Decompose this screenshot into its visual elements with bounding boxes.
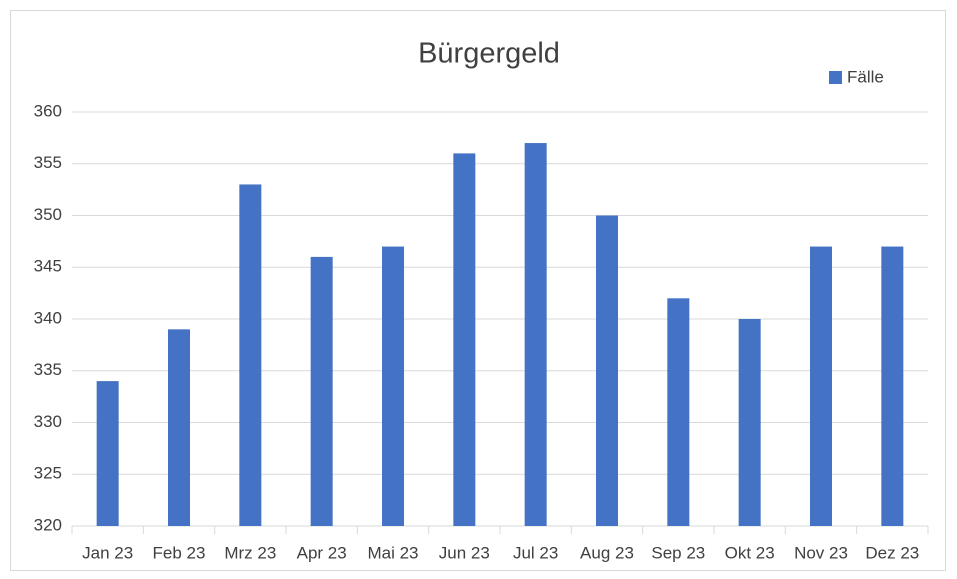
y-tick-label: 320 (34, 515, 62, 534)
bar (310, 256, 333, 526)
bar (239, 184, 262, 526)
x-tick-label: Jan 23 (82, 543, 133, 562)
bar (667, 298, 690, 526)
y-tick-label: 345 (34, 257, 62, 276)
y-tick-label: 360 (34, 101, 62, 120)
bar (524, 143, 547, 527)
chart-title: Bürgergeld (418, 38, 560, 70)
x-tick-label: Sep 23 (651, 543, 705, 562)
x-tick-label: Dez 23 (865, 543, 919, 562)
x-tick-label: Okt 23 (725, 543, 775, 562)
y-tick-label: 340 (34, 308, 62, 327)
x-tick-label: Aug 23 (580, 543, 634, 562)
bar (382, 246, 404, 527)
bar (96, 381, 119, 526)
x-tick-label: Nov 23 (794, 543, 848, 562)
bar (810, 246, 832, 527)
legend-label: Fälle (847, 67, 884, 86)
x-tick-label: Jul 23 (513, 543, 558, 562)
bar (881, 246, 904, 527)
x-tick-label: Feb 23 (153, 543, 206, 562)
x-tick-label: Mrz 23 (224, 543, 276, 562)
y-tick-label: 350 (34, 205, 62, 224)
x-tick-label: Apr 23 (297, 543, 347, 562)
bar (453, 153, 476, 526)
legend-swatch (829, 71, 842, 84)
y-tick-label: 330 (34, 412, 62, 431)
chart-frame (10, 10, 946, 571)
bar (168, 329, 190, 526)
bar (738, 319, 761, 526)
x-tick-label: Jun 23 (439, 543, 490, 562)
y-tick-label: 355 (34, 153, 62, 172)
y-tick-label: 335 (34, 360, 62, 379)
x-tick-label: Mai 23 (367, 543, 418, 562)
y-tick-label: 325 (34, 464, 62, 483)
bar (596, 215, 618, 526)
